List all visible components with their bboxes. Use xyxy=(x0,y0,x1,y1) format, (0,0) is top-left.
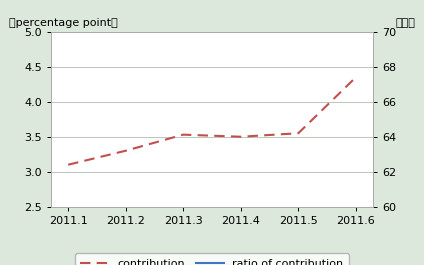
Text: （％）: （％） xyxy=(395,18,415,28)
Legend: contribution, ratio of contribution: contribution, ratio of contribution xyxy=(75,254,349,265)
Text: （percentage point）: （percentage point） xyxy=(9,18,118,28)
